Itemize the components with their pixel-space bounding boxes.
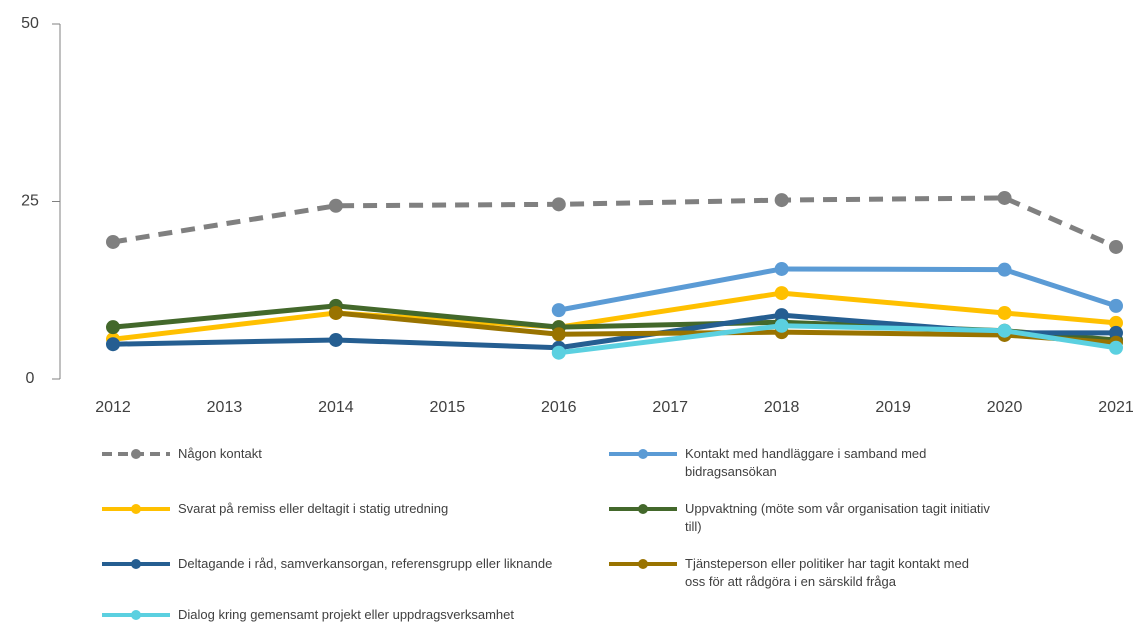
legend-marker [131,610,141,620]
x-tick-label: 2019 [875,399,911,416]
legend-item: Deltagande i råd, samverkansorgan, refer… [100,555,620,573]
legend-label: Kontakt med handläggare i samband med bi… [685,446,927,479]
legend-label: Deltagande i råd, samverkansorgan, refer… [178,556,553,571]
legend-marker [131,559,141,569]
point [106,320,120,335]
point [551,197,566,212]
point [774,193,789,208]
point [106,337,120,352]
legend-marker [638,559,648,569]
point [774,308,789,323]
point [1109,239,1123,254]
point [551,327,566,342]
x-tick-label: 2016 [541,399,577,416]
x-tick-label: 2013 [207,399,243,416]
legend-item: Svarat på remiss eller deltagit i statig… [100,500,620,518]
series-line [558,266,1117,313]
legend-item: Dialog kring gemensamt projekt eller upp… [100,606,620,624]
point [997,323,1012,338]
x-tick-label: 2018 [764,399,800,416]
point [774,318,789,333]
point [106,234,120,249]
x-tick-label: 2012 [95,399,131,416]
legend-swatch [102,449,170,459]
point [997,305,1012,320]
legend-swatch [102,504,170,514]
y-tick-label: 25 [21,193,39,210]
legend-marker [638,504,648,514]
x-tick-label: 2020 [987,399,1023,416]
legend-item: Kontakt med handläggare i samband med bi… [607,445,992,481]
legend-label: Någon kontakt [178,446,262,461]
legend-label: Tjänsteperson eller politiker har tagit … [685,556,969,589]
point [997,262,1012,277]
point [1109,340,1123,355]
point [328,305,343,320]
legend-label: Uppvaktning (möte som vår organisation t… [685,501,990,534]
legend-swatch [102,559,170,569]
legend-item: Tjänsteperson eller politiker har tagit … [607,555,992,591]
point [1109,325,1123,340]
series-line [558,323,1117,356]
legend-item: Någon kontakt [100,445,620,463]
series-line [112,290,1117,342]
legend-label: Dialog kring gemensamt projekt eller upp… [178,607,514,622]
point [997,190,1012,205]
point [1109,315,1123,330]
legend-label: Svarat på remiss eller deltagit i statig… [178,501,449,516]
legend-marker [638,449,648,459]
chart: 0 25 50 2012 2013 2014 2015 2016 2017 2018 2019 202… [21,15,1134,416]
legend-swatch [609,559,677,569]
legend-item: Uppvaktning (möte som vår organisation t… [607,500,992,536]
point [328,198,343,213]
x-tick-label: 2021 [1098,399,1134,416]
legend-swatch [102,610,170,620]
legend-swatch [609,504,677,514]
legend-marker [131,449,141,459]
point [774,286,789,301]
x-tick-label: 2017 [652,399,688,416]
point [1109,298,1123,313]
series-line [112,195,1118,250]
y-tick-label: 0 [26,370,35,387]
point [551,303,566,318]
legend-swatch [609,449,677,459]
x-tick-label: 2015 [430,399,466,416]
point [774,261,789,276]
point [551,345,566,360]
y-tick-label: 50 [21,15,39,32]
legend-marker [131,504,141,514]
x-tick-label: 2014 [318,399,354,416]
point [328,332,343,347]
